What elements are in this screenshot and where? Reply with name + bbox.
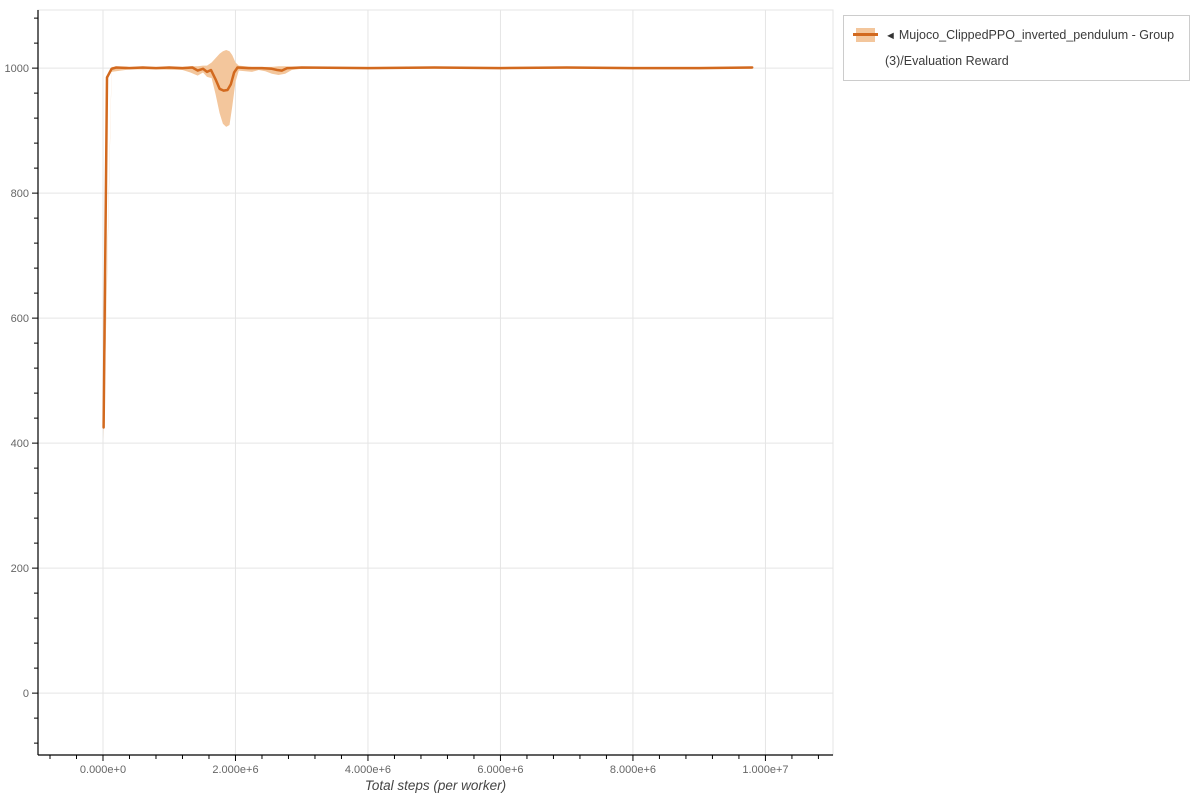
- mean-reward-line: [102, 66, 754, 429]
- legend-item-evaluation-reward[interactable]: ◄ Mujoco_ClippedPPO_inverted_pendulum - G…: [853, 23, 1179, 74]
- y-tick-label: 600: [11, 313, 29, 325]
- y-tick-label: 0: [23, 688, 29, 700]
- x-tick-label: 8.000e+6: [610, 764, 656, 776]
- x-tick-label: 2.000e+6: [212, 764, 258, 776]
- x-tick-label: 0.000e+0: [80, 764, 126, 776]
- gridlines: [37, 9, 834, 756]
- y-tick-label: 400: [11, 438, 29, 450]
- legend-label: ◄ Mujoco_ClippedPPO_inverted_pendulum - G…: [885, 23, 1179, 74]
- confidence-band: [103, 50, 753, 441]
- y-tick-label: 800: [11, 188, 29, 200]
- y-tick-label: 1000: [5, 63, 29, 75]
- plot-outline: [37, 9, 834, 756]
- axes: [32, 10, 833, 761]
- legend-series-name: Mujoco_ClippedPPO_inverted_pendulum - Gr…: [885, 28, 1175, 68]
- legend-box: ◄ Mujoco_ClippedPPO_inverted_pendulum - G…: [843, 15, 1190, 81]
- x-axis-title: Total steps (per worker): [364, 778, 507, 793]
- stddev-band: [103, 50, 753, 441]
- collapse-left-triangle-icon: ◄: [885, 30, 896, 42]
- series-lines: [102, 66, 754, 429]
- y-tick-label: 200: [11, 563, 29, 575]
- x-tick-label: 6.000e+6: [477, 764, 523, 776]
- x-tick-label: 4.000e+6: [345, 764, 391, 776]
- legend-series-swatch: [853, 27, 878, 43]
- x-tick-label: 1.000e+7: [742, 764, 788, 776]
- tick-labels: 0.000e+0 2.000e+6 4.000e+6 6.000e+6 8.000e+6…: [5, 63, 789, 776]
- line-swatch: [853, 33, 878, 36]
